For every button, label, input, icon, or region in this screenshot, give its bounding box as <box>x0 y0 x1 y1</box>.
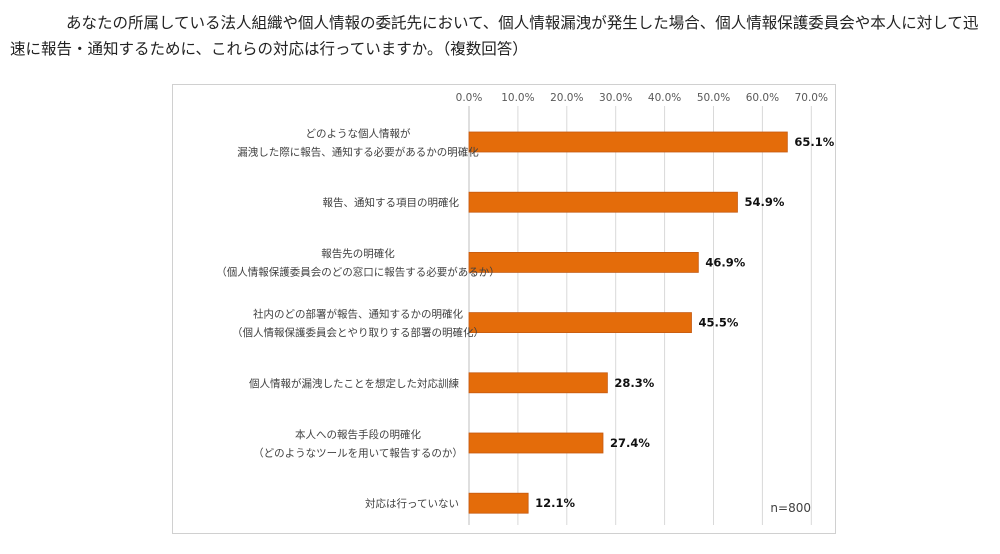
category-label: （どのようなツールを用いて報告するのか） <box>253 446 463 459</box>
category-label: 報告、通知する項目の明確化 <box>323 196 460 209</box>
chart-area: 0.0% 10.0% 20.0% 30.0% 40.0% 50.0% 60.0% 70.0% 6… <box>172 84 836 534</box>
bar <box>468 492 529 514</box>
category-label: 報告先の明確化 <box>321 247 395 260</box>
x-tick-label: 30.0% <box>599 92 632 104</box>
bar <box>468 432 604 454</box>
category-label: 社内のどの部署が報告、通知するかの明確化 <box>253 307 463 320</box>
category-label: 個人情報が漏洩したことを想定した対応訓練 <box>249 377 459 390</box>
sample-size-note: n=800 <box>770 501 811 515</box>
x-tick-label: 40.0% <box>648 92 681 104</box>
bar-value-label: 45.5% <box>698 316 738 330</box>
x-tick-label: 10.0% <box>501 92 534 104</box>
bar-value-label: 28.3% <box>614 376 654 390</box>
bar <box>468 131 788 153</box>
category-label: 対応は行っていない <box>365 497 459 510</box>
question-text: あなたの所属している法人組織や個人情報の委託先において、個人情報漏洩が発生した場… <box>10 10 995 62</box>
category-label: （個人情報保護委員会のどの窓口に報告する必要があるか） <box>216 266 500 279</box>
bar-chart: 0.0% 10.0% 20.0% 30.0% 40.0% 50.0% 60.0% 70.0% 6… <box>216 92 835 525</box>
category-label: どのような個人情報が <box>306 127 411 140</box>
question-line-2: 速に報告・通知するために、これらの対応は行っていますか。（複数回答） <box>10 40 528 58</box>
bar-value-label: 54.9% <box>744 195 784 209</box>
category-label: （個人情報保護委員会とやり取りする部署の明確化） <box>232 326 484 339</box>
x-tick-label: 20.0% <box>550 92 583 104</box>
bar <box>468 251 699 273</box>
category-label: 本人への報告手段の明確化 <box>295 428 421 441</box>
x-tick-label: 60.0% <box>746 92 779 104</box>
bar-value-label: 27.4% <box>610 436 650 450</box>
bar-value-label: 46.9% <box>705 255 745 269</box>
bar <box>468 312 692 334</box>
x-tick-label: 0.0% <box>456 92 483 104</box>
x-tick-label: 50.0% <box>697 92 730 104</box>
x-tick-label: 70.0% <box>795 92 828 104</box>
bar <box>468 191 738 213</box>
bar-value-label: 65.1% <box>794 135 834 149</box>
category-label: 漏洩した際に報告、通知する必要があるかの明確化 <box>237 145 479 158</box>
question-line-1: あなたの所属している法人組織や個人情報の委託先において、個人情報漏洩が発生した場… <box>66 14 979 32</box>
bar-value-label: 12.1% <box>535 496 575 510</box>
bar <box>468 372 608 394</box>
